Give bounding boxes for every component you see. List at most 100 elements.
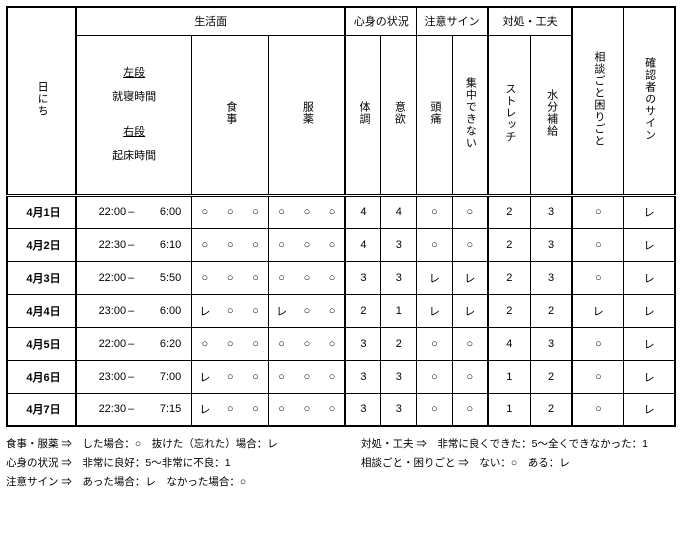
cell-consult: ○ [572,261,623,294]
cell-meal: ○ [192,195,218,228]
cell-meal: ○ [217,228,243,261]
cell-cope: 2 [488,294,530,327]
cell-body: レ [452,294,488,327]
cell-med: ○ [269,195,295,228]
cell-body: 2 [381,327,417,360]
cell-time: 23:00–7:00 [76,360,192,393]
cell-med: レ [269,294,295,327]
hdr-consult: 相談ごと困りごと [572,7,623,195]
cell-meal: ○ [243,327,269,360]
cell-cope: 2 [530,360,572,393]
cell-body: 3 [381,228,417,261]
cell-meal: ○ [217,195,243,228]
cell-cope: 4 [488,327,530,360]
cell-meal: レ [192,294,218,327]
table-row: 4月2日22:30–6:10○○○○○○43○○23○レ [7,228,675,261]
cell-time: 23:00–6:00 [76,294,192,327]
cell-cope: 3 [530,327,572,360]
cell-meal: ○ [217,327,243,360]
cell-body: ○ [452,393,488,426]
cell-med: ○ [320,261,346,294]
cell-sign: レ [624,360,675,393]
cell-med: ○ [294,393,320,426]
hdr-body-2: 頭痛 [417,35,453,195]
cell-body: 4 [345,195,381,228]
cell-cope: 2 [488,228,530,261]
cell-meal: ○ [243,393,269,426]
cell-date: 4月7日 [7,393,76,426]
cell-sign: レ [624,261,675,294]
cell-time: 22:00–6:20 [76,327,192,360]
cell-body: ○ [417,360,453,393]
cell-meal: ○ [192,228,218,261]
hdr-cope-1: 水分補給 [530,35,572,195]
cell-date: 4月3日 [7,261,76,294]
hdr-cope: 対処・工夫 [488,7,573,35]
cell-med: ○ [269,327,295,360]
hdr-sign: 確認者のサイン [624,7,675,195]
legend-l3: 注意サイン ⇒ あった場合：レ なかった場合：○ [6,473,321,492]
cell-body: レ [417,261,453,294]
hdr-body-3: 集中できない [452,35,488,195]
cell-med: ○ [294,360,320,393]
cell-body: ○ [417,228,453,261]
cell-date: 4月6日 [7,360,76,393]
cell-body: 3 [381,261,417,294]
cell-meal: ○ [243,228,269,261]
cell-body: ○ [417,393,453,426]
daily-log-table: 日にち 生活面 心身の状況 注意サイン 対処・工夫 相談ごと困りごと 確認者のサ… [6,6,676,427]
table-row: 4月5日22:00–6:20○○○○○○32○○43○レ [7,327,675,360]
cell-med: ○ [294,228,320,261]
cell-meal: ○ [217,360,243,393]
hdr-life: 生活面 [76,7,345,35]
cell-med: ○ [294,261,320,294]
cell-body: 2 [345,294,381,327]
cell-sign: レ [624,327,675,360]
cell-consult: レ [572,294,623,327]
cell-med: ○ [269,360,295,393]
legend-r1: 対処・工夫 ⇒ 非常に良くできた：5～全くできなかった：1 [361,435,676,454]
table-row: 4月4日23:00–6:00レ○○レ○○21レレ22レレ [7,294,675,327]
cell-body: レ [452,261,488,294]
cell-time: 22:00–6:00 [76,195,192,228]
cell-consult: ○ [572,393,623,426]
cell-date: 4月2日 [7,228,76,261]
cell-meal: ○ [217,393,243,426]
hdr-body: 心身の状況 [345,7,416,35]
cell-cope: 3 [530,228,572,261]
cell-sign: レ [624,393,675,426]
cell-body: 4 [345,228,381,261]
table-row: 4月7日22:30–7:15レ○○○○○33○○12○レ [7,393,675,426]
legend: 食事・服薬 ⇒ した場合：○ 抜けた（忘れた）場合：レ 心身の状況 ⇒ 非常に良… [6,435,676,492]
cell-consult: ○ [572,195,623,228]
table-row: 4月3日22:00–5:50○○○○○○33レレ23○レ [7,261,675,294]
hdr-date: 日にち [7,7,76,195]
cell-meal: ○ [217,261,243,294]
cell-consult: ○ [572,360,623,393]
cell-time: 22:30–6:10 [76,228,192,261]
cell-body: 1 [381,294,417,327]
legend-l2: 心身の状況 ⇒ 非常に良好：5～非常に不良：1 [6,454,321,473]
cell-body: 3 [345,327,381,360]
cell-cope: 2 [488,195,530,228]
cell-meal: ○ [243,294,269,327]
cell-med: ○ [269,393,295,426]
cell-meal: レ [192,360,218,393]
legend-r2: 相談ごと・困りごと ⇒ ない：○ ある：レ [361,454,676,473]
cell-med: ○ [320,294,346,327]
cell-body: ○ [417,195,453,228]
hdr-meal: 食事 [192,35,269,195]
cell-med: ○ [320,327,346,360]
cell-meal: ○ [217,294,243,327]
cell-cope: 2 [530,294,572,327]
cell-body: ○ [452,195,488,228]
hdr-life-left: 左段 就寝時間 右段 起床時間 [76,35,192,195]
cell-cope: 2 [530,393,572,426]
cell-med: ○ [269,261,295,294]
cell-meal: ○ [243,261,269,294]
cell-meal: ○ [243,360,269,393]
cell-body: 3 [345,261,381,294]
hdr-warn: 注意サイン [417,7,488,35]
cell-meal: ○ [192,261,218,294]
cell-med: ○ [320,228,346,261]
